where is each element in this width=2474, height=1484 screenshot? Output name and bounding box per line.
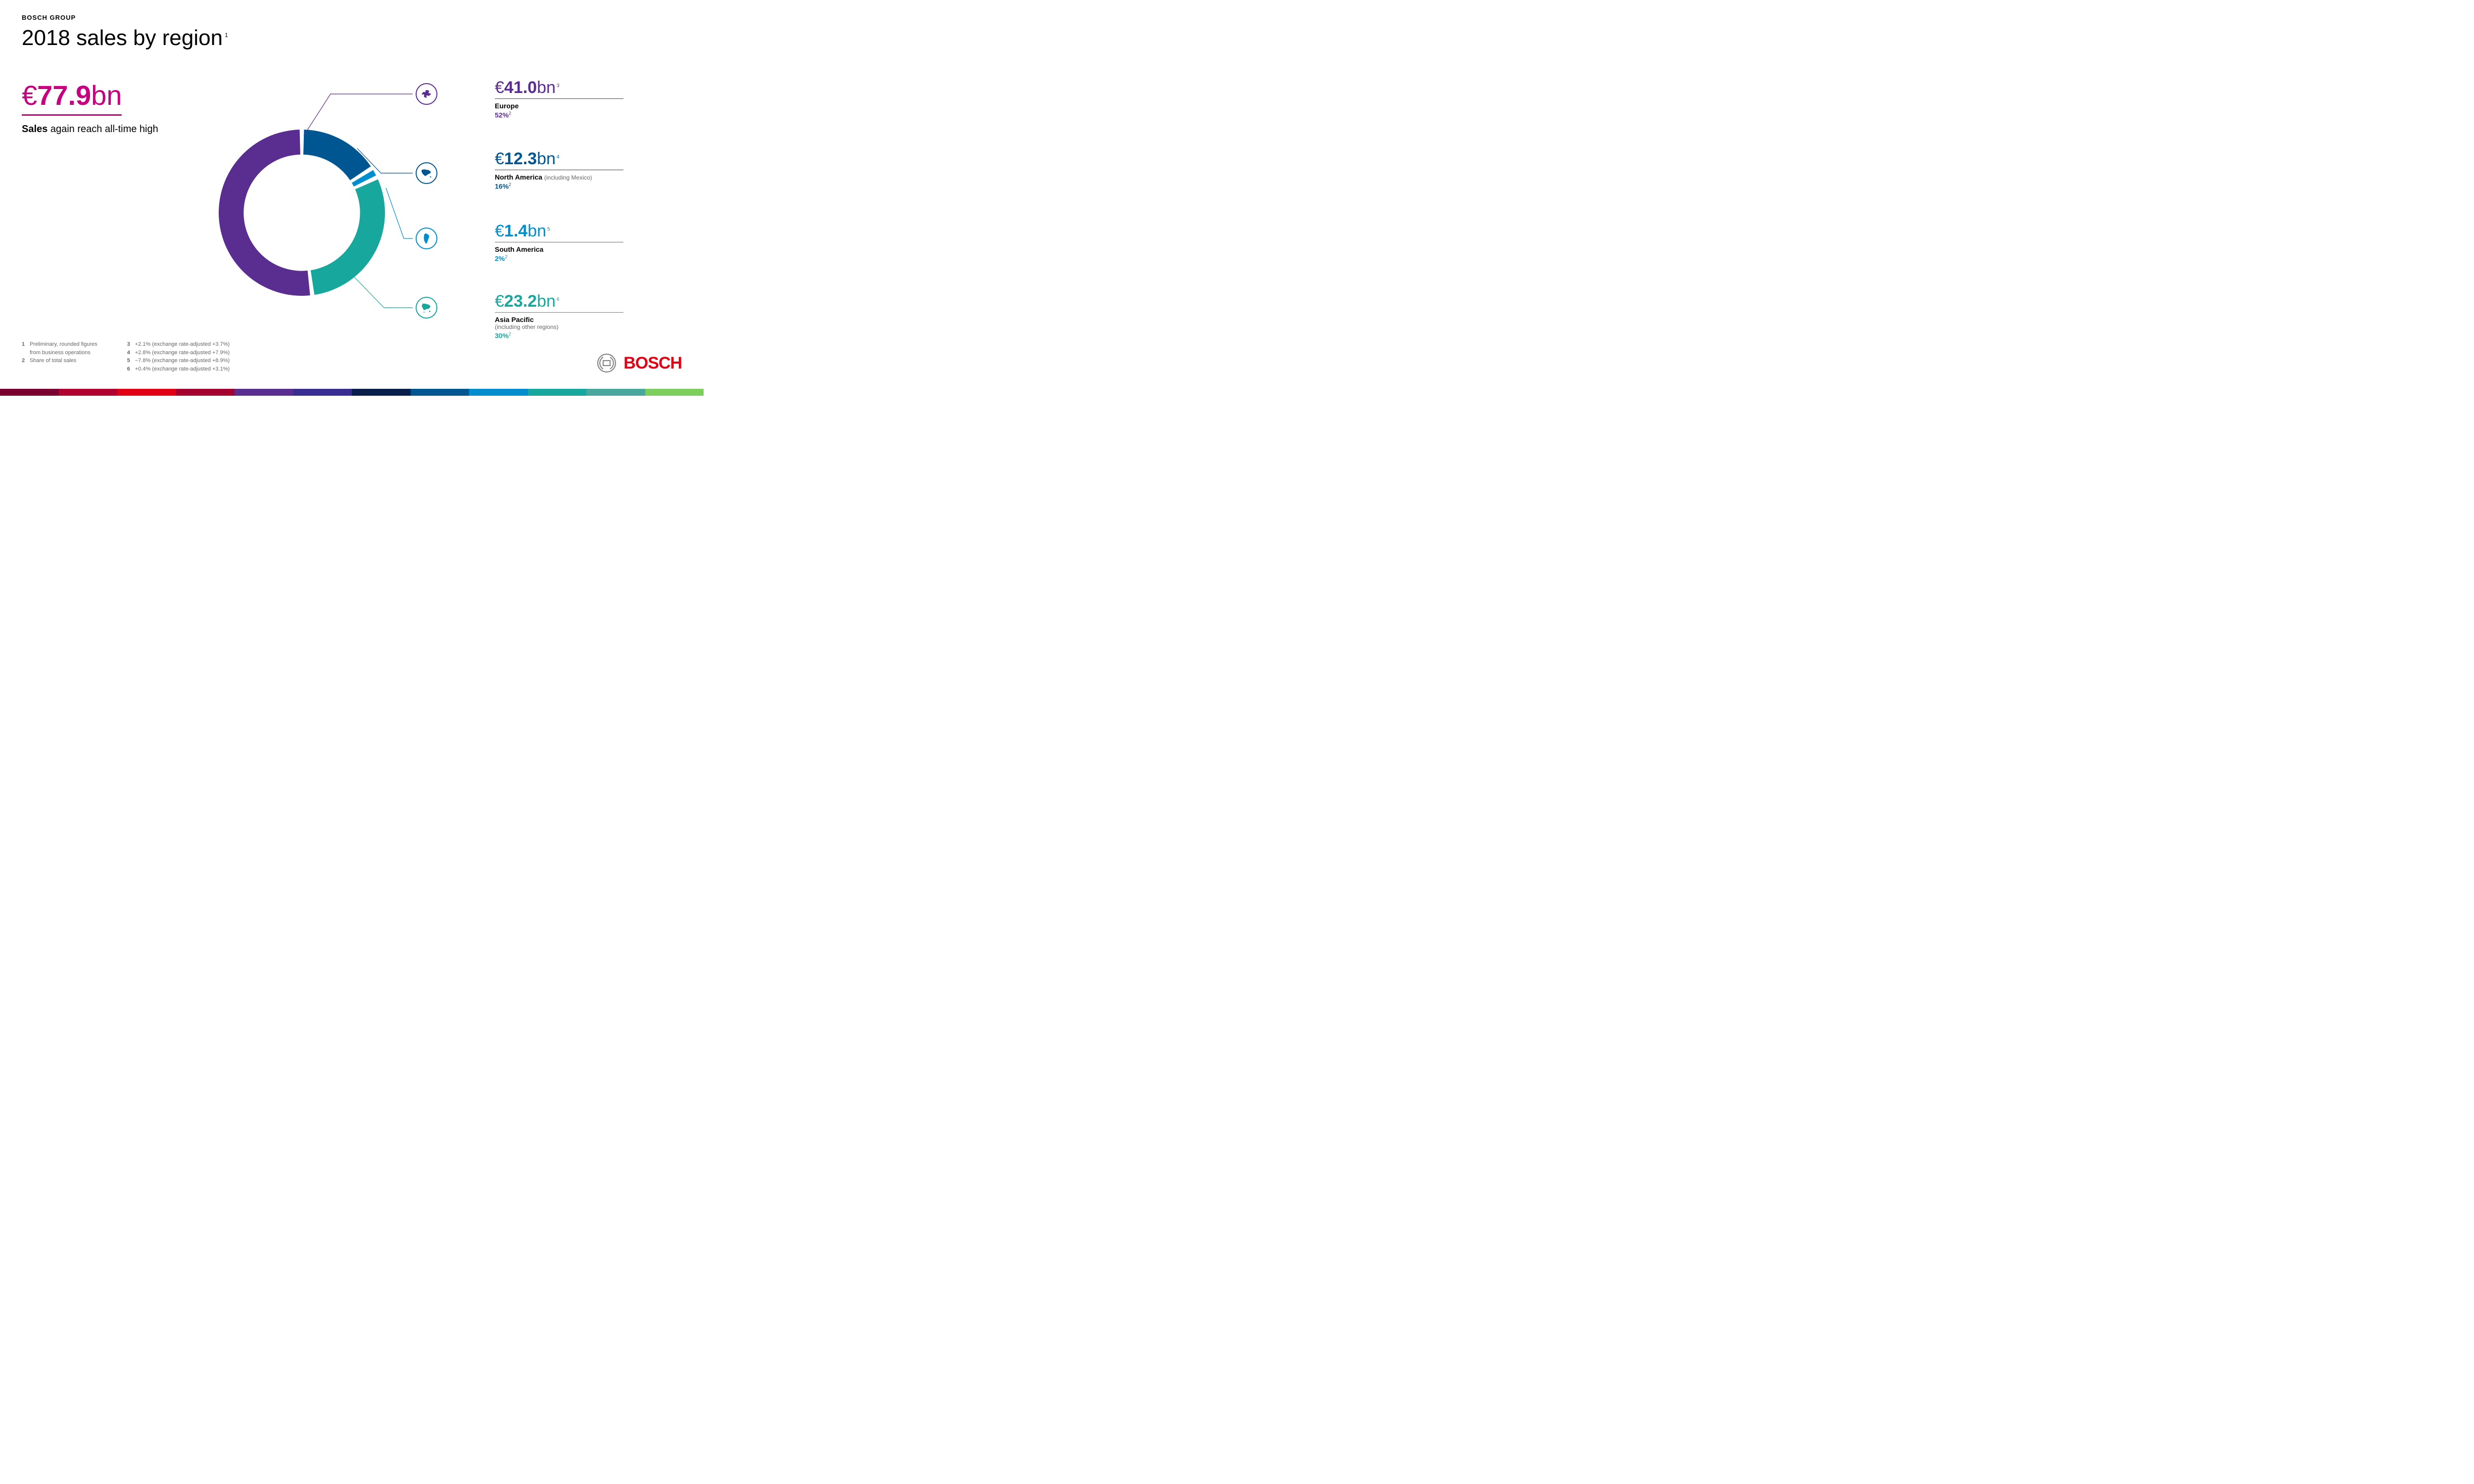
leader-line <box>386 188 413 238</box>
footnote-row: 6+0.4% (exchange rate-adjusted +3.1%) <box>127 365 230 373</box>
donut-chart <box>218 129 386 297</box>
region-amount: €12.3bn4 <box>495 149 623 169</box>
donut-slice <box>219 130 310 296</box>
region-asia_pacific: €23.2bn6 Asia Pacific (including other r… <box>495 292 623 340</box>
globe-north_america-icon <box>416 162 437 184</box>
page-title: 2018 sales by region1 <box>22 26 228 50</box>
title-footnote: 1 <box>223 32 228 39</box>
region-percent: 52%2 <box>495 111 623 119</box>
globe-asia_pacific-icon <box>416 297 437 319</box>
footnote-row: from business operations <box>22 349 97 357</box>
brand-bar-segment <box>352 389 411 396</box>
region-amount: €1.4bn5 <box>495 222 623 241</box>
region-name: Asia Pacific <box>495 316 623 324</box>
brand-bar-segment <box>293 389 352 396</box>
globe-south_america-icon <box>416 228 437 249</box>
bosch-logo: BOSCH <box>597 353 682 373</box>
region-percent: 2%2 <box>495 254 623 263</box>
brand-bar-segment <box>469 389 528 396</box>
brand-bar-segment <box>235 389 293 396</box>
region-name: Europe <box>495 102 623 110</box>
footnotes: 1Preliminary, rounded figuresfrom busine… <box>22 340 230 373</box>
brand-bar-segment <box>59 389 118 396</box>
brand-bar-segment <box>411 389 470 396</box>
region-europe: €41.0bn3 Europe 52%2 <box>495 78 623 119</box>
total-amount: €77.9bn <box>22 79 122 116</box>
region-amount: €41.0bn3 <box>495 78 623 97</box>
total-subtitle-bold: Sales <box>22 124 48 135</box>
footnote-row: 3+2.1% (exchange rate-adjusted +3.7%) <box>127 340 230 349</box>
total-sales-block: €77.9bn Sales again reach all-time high <box>22 79 158 136</box>
title-text: 2018 sales by region <box>22 26 223 50</box>
region-percent: 30%2 <box>495 331 623 340</box>
region-percent: 16%2 <box>495 182 623 190</box>
total-subtitle: Sales again reach all-time high <box>22 123 158 136</box>
brand-bar-segment <box>645 389 704 396</box>
company-group-label: BOSCH GROUP <box>22 14 76 21</box>
donut-slice <box>311 179 385 295</box>
footnote-row: 4+2.8% (exchange rate-adjusted +7.9%) <box>127 349 230 357</box>
footnote-row: 2Share of total sales <box>22 357 97 365</box>
region-north_america: €12.3bn4 North America (including Mexico… <box>495 149 623 190</box>
total-unit: bn <box>91 80 122 111</box>
total-subtitle-rest: again reach all-time high <box>48 124 158 135</box>
brand-bar-segment <box>586 389 645 396</box>
brand-bar-segment <box>176 389 235 396</box>
brand-bar-segment <box>117 389 176 396</box>
donut-slice <box>303 130 371 180</box>
region-amount: €23.2bn6 <box>495 292 623 311</box>
footnote-row: 5−7.8% (exchange rate-adjusted +8.9%) <box>127 357 230 365</box>
total-currency: € <box>22 80 37 111</box>
globe-europe-icon <box>416 83 437 105</box>
region-south_america: €1.4bn5 South America 2%2 <box>495 222 623 263</box>
region-name: North America (including Mexico) <box>495 173 623 181</box>
footnote-row: 1Preliminary, rounded figures <box>22 340 97 349</box>
brand-bar-segment <box>528 389 587 396</box>
total-value: 77.9 <box>37 80 91 111</box>
bosch-logo-icon <box>597 353 617 373</box>
region-name: South America <box>495 245 623 253</box>
bottom-color-bar <box>0 389 704 396</box>
brand-bar-segment <box>0 389 59 396</box>
bosch-logo-text: BOSCH <box>623 354 682 373</box>
